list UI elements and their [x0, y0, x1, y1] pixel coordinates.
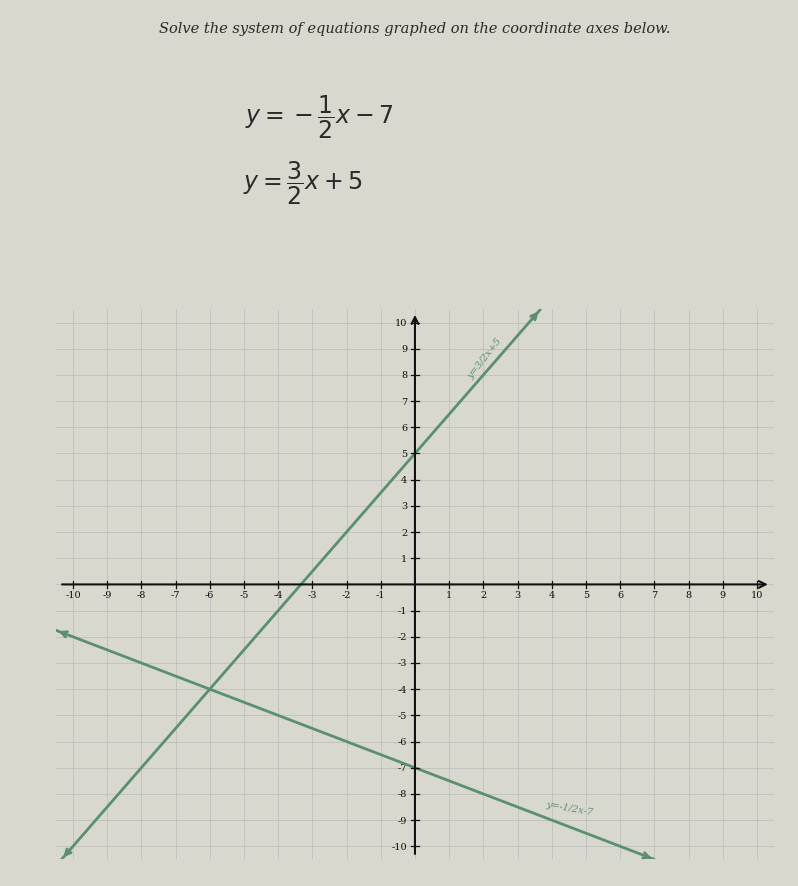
Text: -2: -2 — [398, 633, 408, 641]
Text: 9: 9 — [401, 345, 408, 354]
Text: 2: 2 — [480, 590, 487, 600]
Text: 2: 2 — [401, 528, 408, 537]
Text: 8: 8 — [685, 590, 692, 600]
Text: 8: 8 — [401, 371, 408, 380]
Text: -4: -4 — [274, 590, 283, 600]
Text: 6: 6 — [401, 424, 408, 432]
Text: -3: -3 — [398, 658, 408, 668]
Text: $y = \dfrac{3}{2}x + 5$: $y = \dfrac{3}{2}x + 5$ — [243, 159, 363, 206]
Text: 7: 7 — [651, 590, 658, 600]
Text: 7: 7 — [401, 397, 408, 406]
Text: -5: -5 — [398, 711, 408, 720]
Text: -9: -9 — [102, 590, 112, 600]
Text: Solve the system of equations graphed on the coordinate axes below.: Solve the system of equations graphed on… — [160, 22, 670, 36]
Text: -10: -10 — [65, 590, 81, 600]
Text: 3: 3 — [515, 590, 520, 600]
Text: 6: 6 — [617, 590, 623, 600]
Text: 5: 5 — [401, 449, 408, 458]
Text: 3: 3 — [401, 501, 408, 511]
Text: -6: -6 — [398, 737, 408, 746]
Text: -2: -2 — [342, 590, 351, 600]
Text: 4: 4 — [401, 476, 408, 485]
Text: -1: -1 — [376, 590, 385, 600]
Text: -10: -10 — [392, 842, 408, 851]
Text: -3: -3 — [307, 590, 317, 600]
Text: -7: -7 — [171, 590, 180, 600]
Text: $y = -\dfrac{1}{2}x - 7$: $y = -\dfrac{1}{2}x - 7$ — [245, 93, 393, 140]
Text: 1: 1 — [446, 590, 452, 600]
Text: 10: 10 — [751, 590, 763, 600]
Text: 4: 4 — [549, 590, 555, 600]
Text: -7: -7 — [398, 764, 408, 773]
Text: -6: -6 — [205, 590, 215, 600]
Text: 10: 10 — [395, 319, 408, 328]
Text: -9: -9 — [398, 816, 408, 825]
Text: -8: -8 — [398, 789, 408, 798]
Text: -4: -4 — [398, 685, 408, 694]
Text: -8: -8 — [136, 590, 146, 600]
Text: -1: -1 — [398, 606, 408, 616]
Text: y=3/2x+5: y=3/2x+5 — [466, 337, 504, 381]
Text: y=-1/2x-7: y=-1/2x-7 — [545, 799, 593, 816]
Text: 9: 9 — [720, 590, 726, 600]
Text: 1: 1 — [401, 554, 408, 563]
Text: -5: -5 — [239, 590, 249, 600]
Text: 5: 5 — [583, 590, 589, 600]
